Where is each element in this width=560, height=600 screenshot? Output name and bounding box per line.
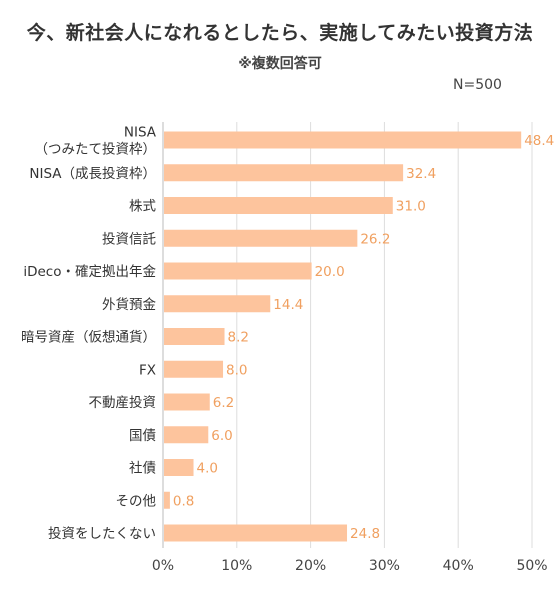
value-label: 32.4: [406, 166, 436, 182]
bar: [164, 262, 312, 280]
value-label: 6.0: [211, 428, 232, 444]
bar: [164, 426, 209, 444]
category-label: その他: [116, 493, 157, 509]
value-label: 14.4: [273, 297, 303, 313]
x-tick-label: 40%: [443, 558, 474, 574]
chart-subtitle: ※複数回答可: [238, 56, 322, 72]
x-tick-label: 10%: [221, 558, 252, 574]
category-label: （つみたて投資枠）: [35, 142, 157, 158]
sample-size-note: N=500: [453, 77, 502, 93]
category-label: NISA: [124, 125, 157, 141]
bar: [164, 229, 358, 247]
category-label: 不動産投資: [89, 395, 157, 411]
value-label: 20.0: [315, 264, 345, 280]
x-tick-label: 30%: [369, 558, 400, 574]
category-label: 外貨預金: [102, 296, 156, 313]
value-label: 0.8: [173, 493, 194, 509]
chart-title: 今、新社会人になれるとしたら、実施してみたい投資方法: [26, 22, 534, 44]
category-label: 社債: [129, 461, 156, 477]
bar: [164, 164, 404, 182]
category-label: 暗号資産（仮想通貨）: [21, 329, 156, 346]
value-label: 31.0: [396, 199, 426, 215]
value-label: 26.2: [360, 231, 390, 247]
value-label: 4.0: [197, 461, 218, 477]
bar: [164, 360, 224, 378]
x-tick-label: 0%: [152, 558, 174, 574]
value-label: 6.2: [213, 395, 234, 411]
category-label: 投資をしたくない: [48, 526, 156, 542]
bar: [164, 491, 170, 509]
value-label: 8.0: [226, 362, 247, 378]
category-label: NISA（成長投資枠）: [29, 166, 156, 182]
bar: [164, 328, 225, 345]
category-label: 国債: [129, 428, 156, 444]
bar: [164, 197, 393, 214]
category-label: 株式: [129, 199, 156, 215]
value-label: 8.2: [228, 330, 249, 346]
bar: [164, 459, 194, 476]
x-tick-label: 50%: [516, 558, 547, 574]
bar: [164, 524, 348, 542]
x-tick-label: 20%: [295, 558, 326, 574]
category-label: iDeco・確定拠出年金: [23, 264, 156, 280]
value-label: 48.4: [524, 133, 554, 149]
bar: [164, 295, 271, 313]
category-label: FX: [139, 362, 156, 378]
category-label: 投資信託: [102, 231, 156, 247]
value-label: 24.8: [350, 526, 380, 542]
bar: [164, 131, 522, 149]
bar: [164, 393, 210, 411]
